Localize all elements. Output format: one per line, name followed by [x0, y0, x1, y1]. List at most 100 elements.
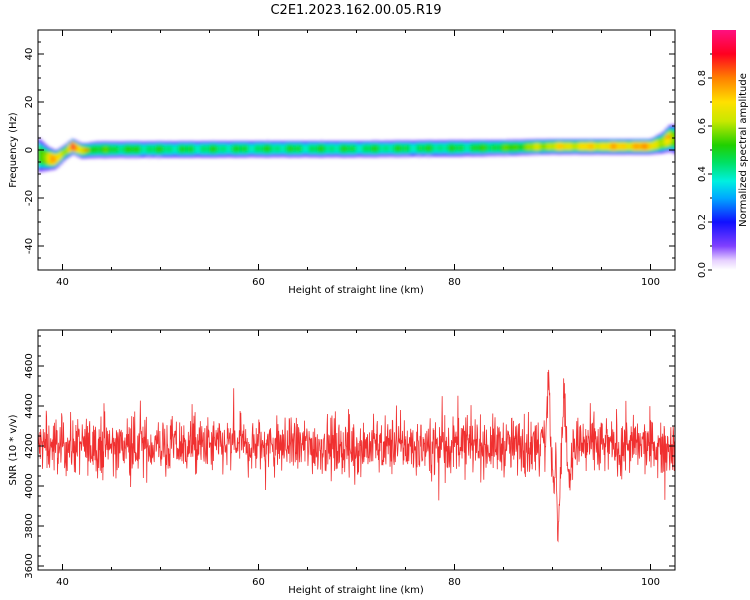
spectrogram-cell — [122, 155, 126, 157]
spectrogram-cell — [233, 141, 237, 143]
spectrogram-cell — [659, 137, 663, 139]
spectrogram-cell — [308, 150, 312, 152]
spectrogram-cell — [242, 144, 246, 146]
spectrogram-cell — [584, 152, 588, 154]
spectrogram-cell — [419, 156, 423, 158]
spectrogram-cell — [443, 151, 447, 153]
spectrogram-cell — [485, 142, 489, 144]
spectrogram-cell — [500, 152, 504, 154]
spectrogram-cell — [257, 147, 261, 149]
spectrogram-cell — [257, 145, 261, 147]
spectrogram-cell — [71, 146, 75, 148]
spectrogram-cell — [167, 154, 171, 156]
spectrogram-cell — [260, 146, 264, 148]
spectrogram-cell — [578, 142, 582, 144]
spectrogram-cell — [305, 147, 309, 149]
spectrogram-cell — [230, 147, 234, 149]
spectrogram-cell — [527, 140, 531, 142]
spectrogram-cell — [251, 154, 255, 156]
spectrogram-cell — [383, 150, 387, 152]
spectrogram-cell — [656, 150, 660, 152]
spectrogram-cell — [89, 145, 93, 147]
spectrogram-cell — [125, 151, 129, 153]
spectrogram-cell — [146, 153, 150, 155]
spectrogram-cell — [278, 149, 282, 151]
spectrogram-cell — [473, 144, 477, 146]
spectrogram-cell — [113, 153, 117, 155]
spectrogram-cell — [170, 150, 174, 152]
spectrogram-cell — [437, 143, 441, 145]
spectrogram-cell — [557, 153, 561, 155]
spectrogram-cell — [305, 143, 309, 145]
spectrogram-cell — [284, 141, 288, 143]
spectrogram-cell — [620, 153, 624, 155]
spectrogram-cell — [407, 146, 411, 148]
spectrogram-cell — [173, 150, 177, 152]
spectrogram-cell — [383, 142, 387, 144]
spectrogram-cell — [296, 153, 300, 155]
spectrogram-cell — [89, 150, 93, 152]
spectrogram-cell — [59, 160, 63, 162]
spectrogram-cell — [284, 144, 288, 146]
spectrogram-cell — [665, 133, 669, 135]
spectrogram-cell — [566, 144, 570, 146]
spectrogram-cell — [176, 152, 180, 154]
spectrogram-cell — [440, 144, 444, 146]
spectrogram-cell — [428, 153, 432, 155]
spectrogram-cell — [101, 153, 105, 155]
spectrogram-cell — [464, 140, 468, 142]
spectrogram-cell — [155, 142, 159, 144]
spectrogram-cell — [146, 154, 150, 156]
spectrogram-cell — [440, 150, 444, 152]
spectrogram-cell — [296, 143, 300, 145]
spectrogram-cell — [113, 147, 117, 149]
spectrogram-cell — [95, 143, 99, 145]
spectrogram-cell — [533, 148, 537, 150]
spectrogram-cell — [668, 125, 672, 127]
spectrogram-cell — [353, 154, 357, 156]
spectrogram-cell — [38, 144, 42, 146]
spectrogram-cell — [581, 144, 585, 146]
spectrogram-cell — [455, 154, 459, 156]
spectrogram-cell — [515, 154, 519, 156]
spectrogram-cell — [215, 141, 219, 143]
spectrogram-cell — [347, 156, 351, 158]
spectrogram-cell — [188, 154, 192, 156]
spectrogram-cell — [650, 145, 654, 147]
spectrogram-cell — [98, 147, 102, 149]
snr-x-axis-label: Height of straight line (km) — [288, 585, 424, 596]
spectrogram-cell — [362, 145, 366, 147]
spectrogram-cell — [176, 154, 180, 156]
spectrogram-cell — [500, 145, 504, 147]
spectrogram-cell — [623, 142, 627, 144]
spectrogram-cell — [611, 152, 615, 154]
spectrogram-cell — [116, 147, 120, 149]
spectrogram-cell — [113, 145, 117, 147]
spectrogram-cell — [380, 149, 384, 151]
spectrogram-cell — [539, 149, 543, 151]
spectrogram-cell — [224, 152, 228, 154]
spectrogram-cell — [416, 140, 420, 142]
spectrogram-cell — [308, 148, 312, 150]
spectrogram-cell — [71, 141, 75, 143]
spectrogram-cell — [47, 160, 51, 162]
spectrogram-cell — [140, 151, 144, 153]
spectrogram-cell — [488, 140, 492, 142]
spectrogram-cell — [419, 142, 423, 144]
spectrogram-cell — [368, 154, 372, 156]
spectrogram-cell — [458, 152, 462, 154]
spectrogram-cell — [284, 147, 288, 149]
spectrogram-cell — [425, 146, 429, 148]
spectrogram-cell — [566, 148, 570, 150]
spectrogram-cell — [47, 166, 51, 168]
spectrogram-cell — [317, 154, 321, 156]
spectrogram-cell — [605, 145, 609, 147]
spectrogram-cell — [341, 144, 345, 146]
spectrogram-cell — [656, 142, 660, 144]
spectrogram-cell — [359, 146, 363, 148]
spectrogram-cell — [236, 152, 240, 154]
spectrogram-cell — [62, 153, 66, 155]
spectrogram-cell — [668, 134, 672, 136]
spectrogram-cell — [437, 146, 441, 148]
spectrogram-cell — [458, 142, 462, 144]
